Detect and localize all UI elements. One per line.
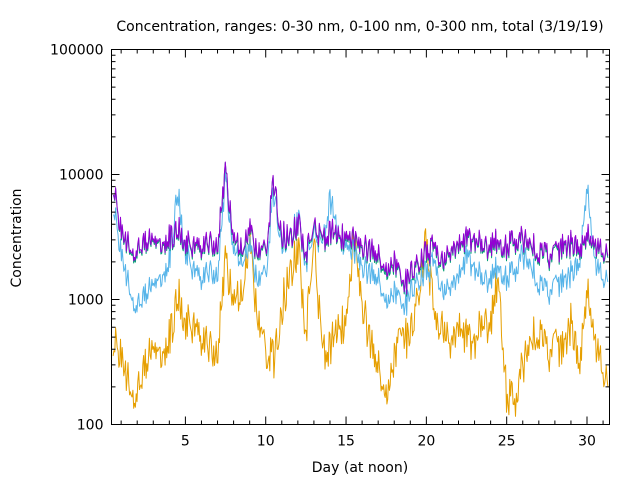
x-tick-label: 30 [578,434,596,450]
y-tick-label: 100000 [50,43,103,59]
y-tick-label: 100 [77,418,104,434]
series-line-3 [112,162,609,297]
series-line-2 [112,170,609,316]
tick-layer: 5 10 15 20 25 30 100 1000 10000 100000 [50,43,610,450]
y-tick-label: 1000 [68,293,104,309]
y-axis-label: Concentration [9,188,25,287]
x-tick-label: 5 [181,434,190,450]
x-tick-label: 15 [337,434,355,450]
series-layer [112,161,609,417]
series-line-4 [112,161,609,295]
chart-title: Concentration, ranges: 0-30 nm, 0-100 nm… [116,19,603,35]
x-axis-label: Day (at noon) [312,460,408,476]
y-tick-label: 10000 [59,168,104,184]
x-tick-label: 25 [498,434,516,450]
x-tick-label: 20 [417,434,435,450]
series-line-1 [112,228,609,417]
x-tick-label: 10 [257,434,275,450]
plot-frame [111,49,610,425]
